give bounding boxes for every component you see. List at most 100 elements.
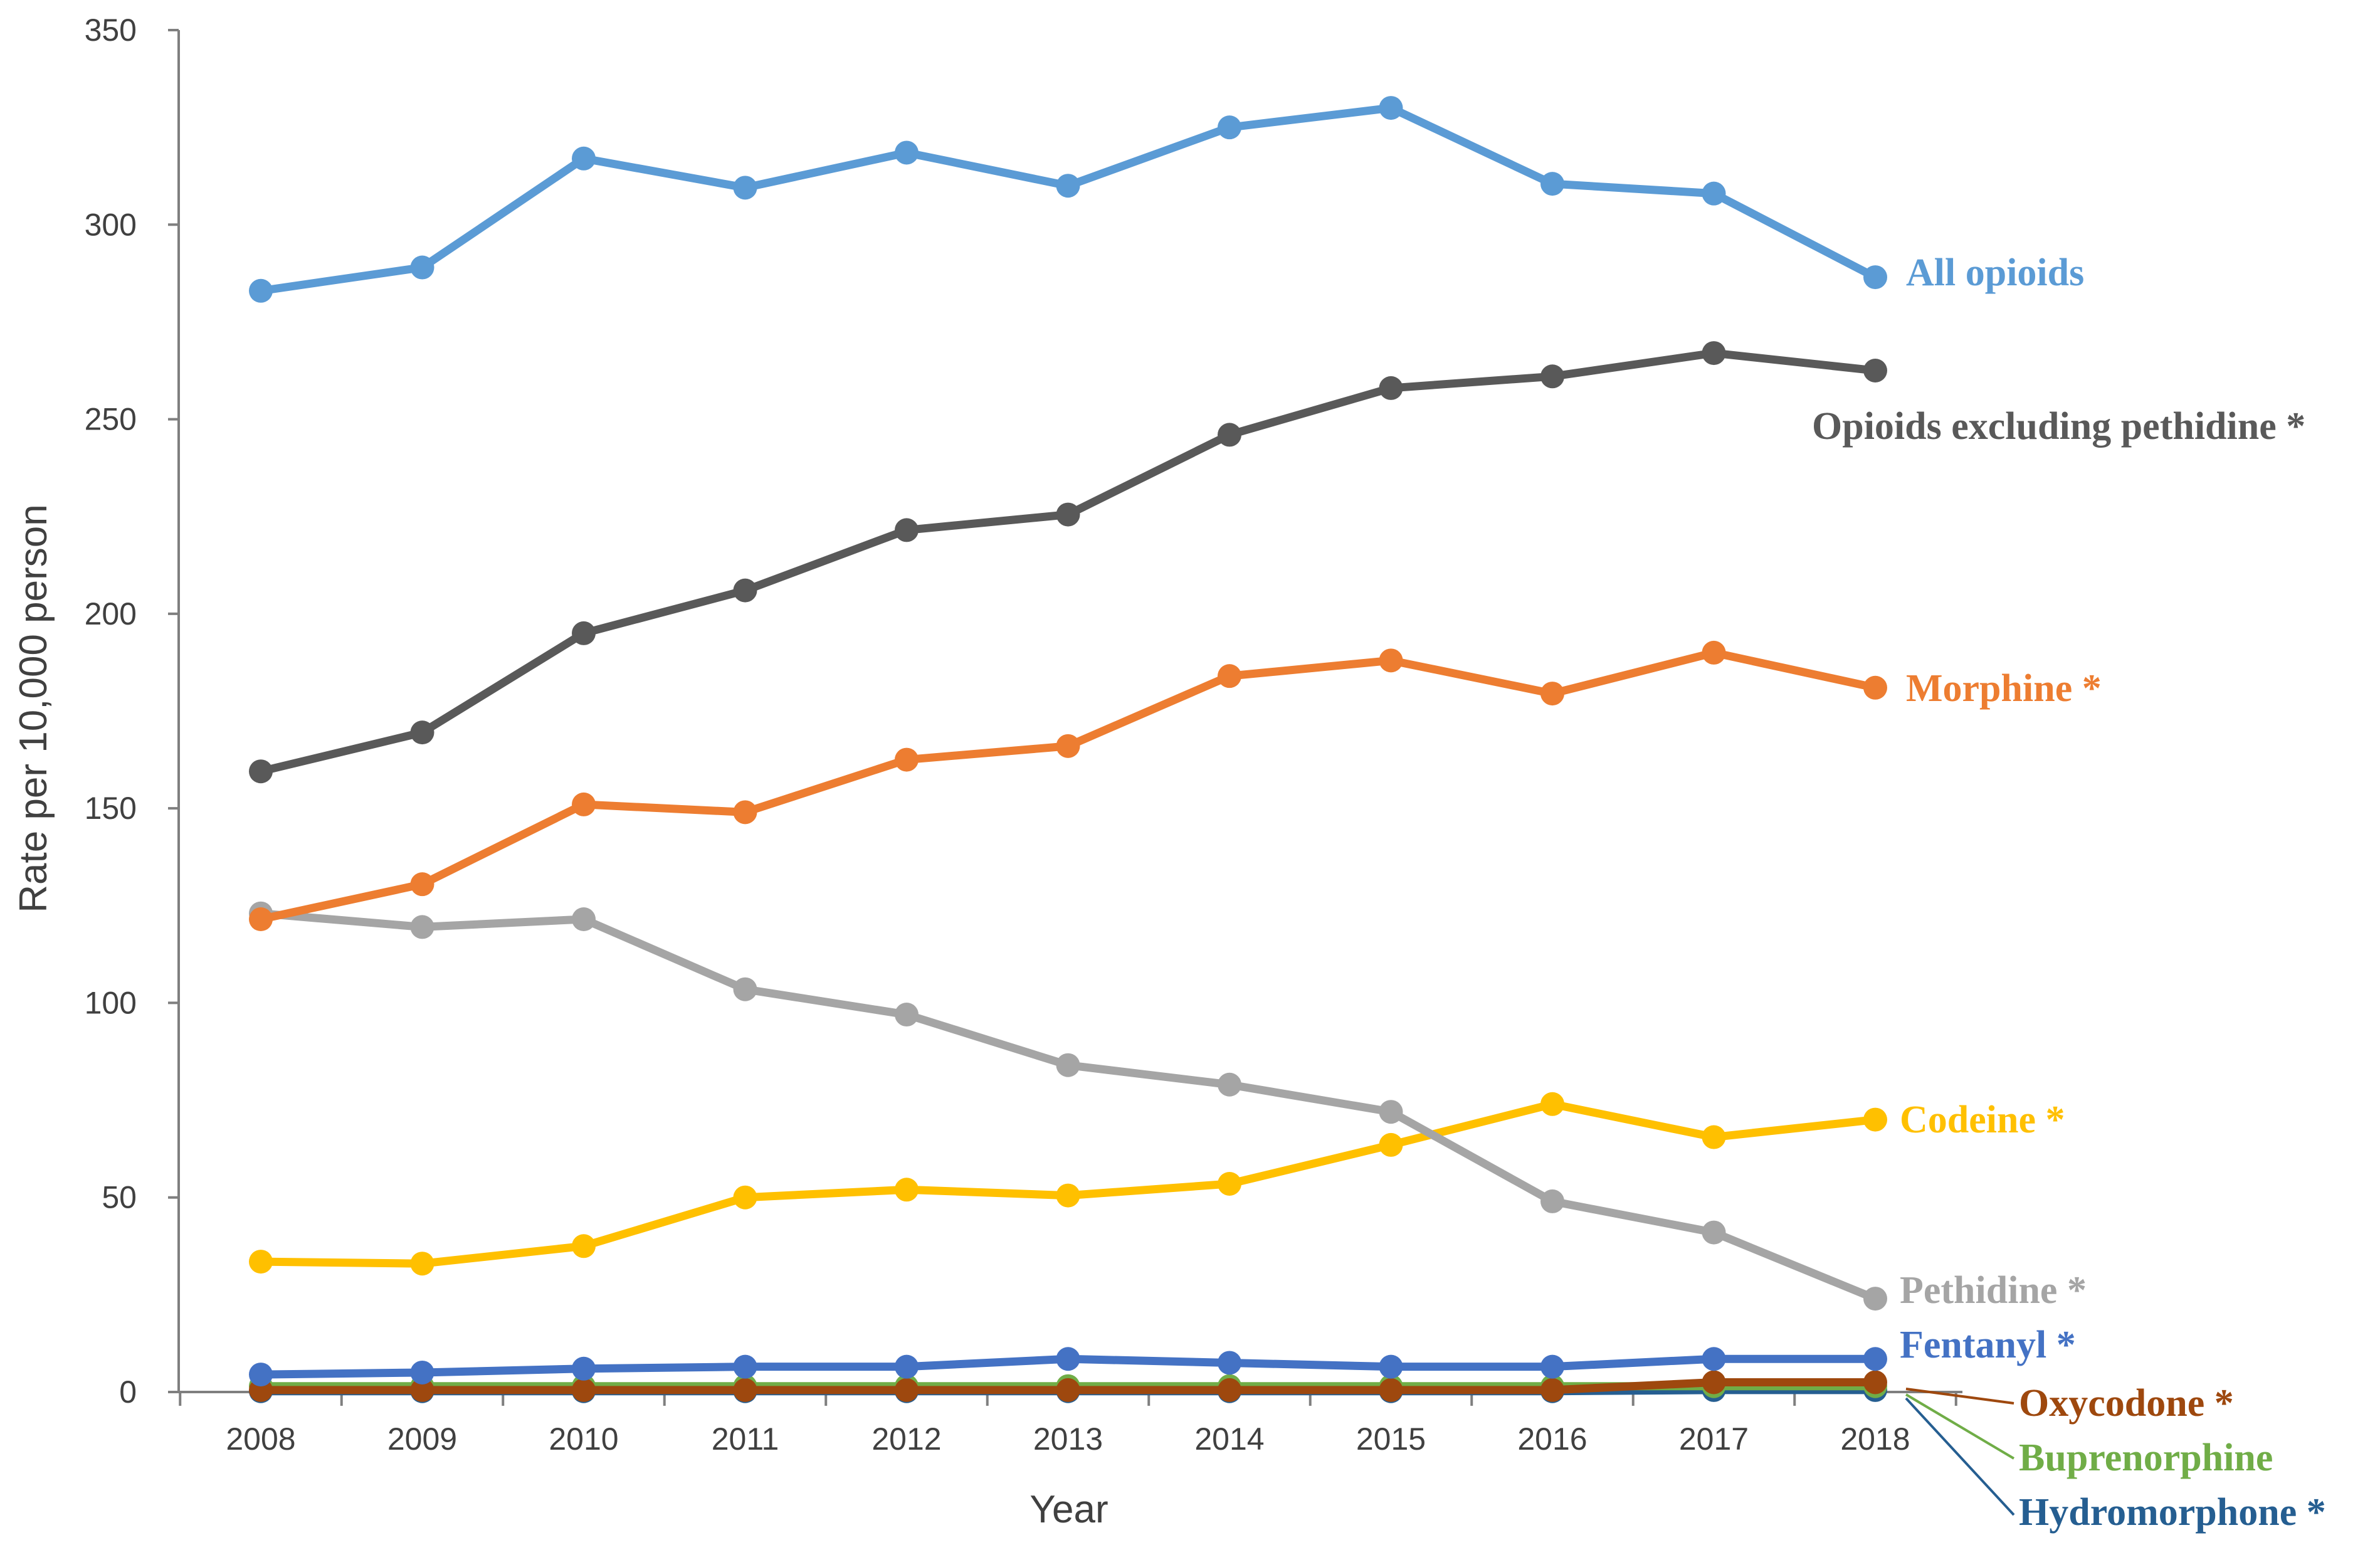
data-point (1863, 265, 1887, 290)
data-point (572, 1356, 596, 1381)
data-point (1379, 96, 1403, 120)
y-tick-label: 250 (85, 402, 137, 437)
data-point (1056, 1378, 1080, 1402)
series-6 (249, 1370, 1887, 1402)
data-point (410, 255, 434, 280)
leader-line (1905, 1397, 2015, 1516)
data-point (572, 1378, 596, 1402)
data-point (1863, 1107, 1887, 1132)
data-point (733, 578, 757, 603)
data-point (1218, 1171, 1241, 1196)
data-point (895, 1354, 919, 1379)
y-tick-label: 0 (119, 1374, 137, 1410)
y-tick-label: 100 (85, 985, 137, 1020)
y-tick-label: 50 (102, 1180, 137, 1215)
data-point (733, 800, 757, 825)
data-point (1218, 1072, 1241, 1097)
data-point (1056, 1347, 1080, 1371)
series-2 (249, 640, 1887, 932)
series-label: Hydromorphone * (2019, 1491, 2326, 1534)
series-line (260, 648, 1877, 924)
data-point (410, 1360, 434, 1384)
series-1 (249, 341, 1887, 784)
series-label: Buprenorphine (2019, 1437, 2273, 1479)
series-label: Codeine * (1900, 1099, 2065, 1141)
data-point (1702, 341, 1726, 366)
data-point (1863, 1287, 1887, 1311)
x-tick-label: 2010 (549, 1421, 618, 1457)
data-point (1863, 675, 1887, 700)
data-point (1379, 1354, 1403, 1379)
axes: 0 50 100 150 200 250 300 350 2008 2009 2010 2011 201… (85, 13, 1962, 1457)
data-point (1056, 502, 1080, 527)
data-point (1379, 376, 1403, 400)
x-tick-label: 2017 (1679, 1421, 1749, 1457)
data-point (1218, 115, 1241, 140)
y-tick-label: 300 (85, 207, 137, 242)
data-point (733, 1185, 757, 1210)
x-tick-label: 2016 (1517, 1421, 1587, 1457)
data-point (733, 977, 757, 1001)
series-0 (249, 96, 1887, 303)
series-4 (249, 1092, 1887, 1276)
x-tick-label: 2018 (1840, 1421, 1910, 1457)
series-labels: All opioids Opioids excluding pethidine *… (1812, 251, 2326, 1534)
data-point (249, 278, 273, 303)
y-tick-label: 200 (85, 596, 137, 631)
data-point (1218, 664, 1241, 688)
data-point (1379, 648, 1403, 673)
data-point (1540, 1092, 1564, 1116)
data-point (1863, 1347, 1887, 1371)
series-5 (249, 1347, 1887, 1387)
data-point (572, 146, 596, 171)
data-point (1218, 1378, 1241, 1402)
data-point (1702, 1220, 1726, 1245)
data-point (1540, 364, 1564, 389)
series-line (260, 103, 1877, 295)
data-point (572, 621, 596, 645)
y-tick-label: 350 (85, 13, 137, 48)
series-label: Opioids excluding pethidine * (1812, 405, 2305, 448)
series-label: Oxycodone * (2019, 1382, 2234, 1425)
y-axis-title: Rate per 10,000 person (12, 504, 55, 912)
data-point (1702, 181, 1726, 206)
data-point (895, 518, 919, 542)
x-tick-label: 2014 (1194, 1421, 1264, 1457)
data-point (249, 907, 273, 932)
data-point (249, 759, 273, 784)
data-point (410, 1378, 434, 1402)
series-lines (249, 96, 1887, 1403)
data-point (1056, 1053, 1080, 1077)
x-tick-label: 2012 (871, 1421, 941, 1457)
series-label: Pethidine * (1900, 1269, 2087, 1312)
data-point (895, 747, 919, 772)
data-point (1540, 1189, 1564, 1213)
series-line (260, 349, 1876, 776)
leader-line (1905, 1393, 2015, 1460)
series-line (260, 909, 1877, 1303)
data-point (895, 1003, 919, 1027)
x-tick-label: 2011 (712, 1421, 779, 1457)
data-point (895, 140, 919, 165)
x-tick-label: 2009 (387, 1421, 457, 1457)
data-point (1540, 172, 1564, 196)
data-point (1056, 734, 1080, 758)
series-label: Fentanyl * (1900, 1324, 2076, 1366)
series-3 (249, 901, 1887, 1311)
data-point (1056, 174, 1080, 198)
data-point (1379, 1132, 1403, 1157)
x-tick-label: 2008 (226, 1421, 295, 1457)
data-point (1702, 1370, 1726, 1395)
data-point (733, 1354, 757, 1379)
data-point (1863, 359, 1887, 382)
data-point (1218, 1351, 1241, 1375)
data-point (572, 1234, 596, 1258)
data-point (410, 720, 434, 745)
x-axis-title: Year (1029, 1488, 1108, 1531)
data-point (1540, 682, 1564, 706)
data-point (1379, 1378, 1403, 1402)
data-point (1702, 1347, 1726, 1371)
data-point (572, 792, 596, 816)
x-tick-label: 2015 (1356, 1421, 1426, 1457)
